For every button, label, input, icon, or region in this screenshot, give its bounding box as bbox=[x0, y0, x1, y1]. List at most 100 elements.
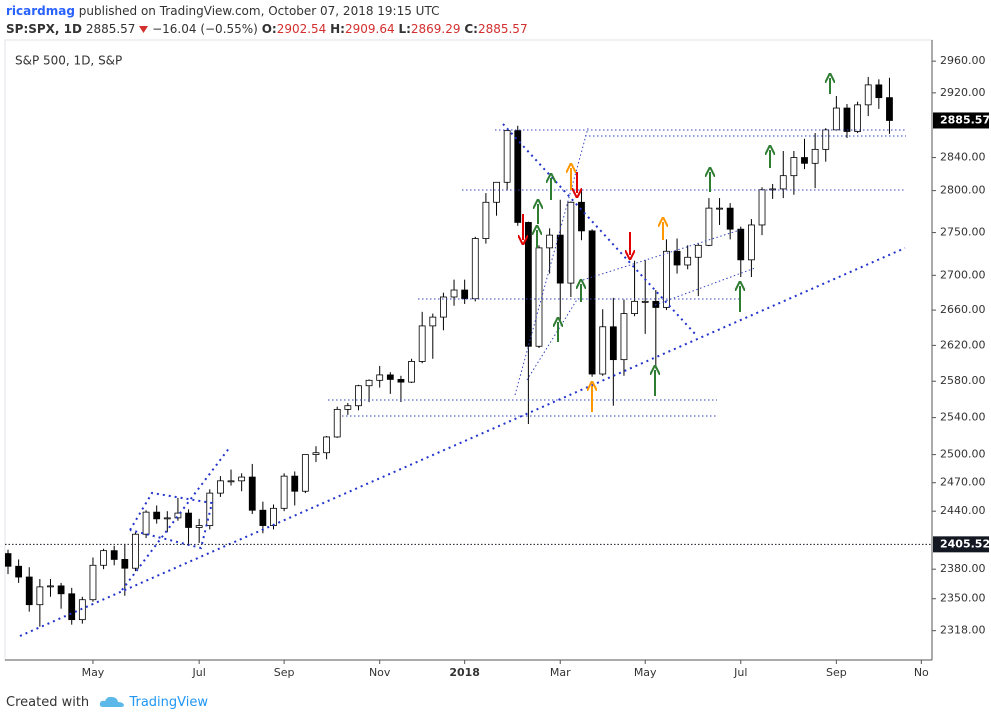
candle-body bbox=[25, 576, 33, 606]
candle-body bbox=[36, 586, 44, 606]
channel bbox=[526, 297, 579, 381]
candle-body bbox=[323, 436, 331, 454]
channel bbox=[654, 267, 756, 306]
candle-body bbox=[47, 585, 54, 588]
y-tick-label: 2920.00 bbox=[940, 86, 986, 99]
x-tick-label: Sep bbox=[274, 666, 295, 679]
c-label: C: bbox=[464, 22, 478, 36]
candle-body bbox=[599, 326, 607, 375]
candle-body bbox=[301, 454, 309, 492]
candle-body bbox=[726, 207, 734, 230]
candle-body bbox=[801, 157, 808, 164]
candle-body bbox=[556, 234, 564, 284]
h-label: H: bbox=[330, 22, 345, 36]
header-line: ricardmag published on TradingView.com, … bbox=[6, 4, 439, 18]
price-label: 2405.52 bbox=[940, 537, 990, 550]
candle-body bbox=[450, 289, 458, 298]
x-tick-label: No bbox=[914, 666, 929, 679]
candle-body bbox=[344, 405, 352, 410]
candle-body bbox=[737, 228, 745, 261]
x-tick-label: Sep bbox=[826, 666, 847, 679]
candle-body bbox=[429, 316, 437, 327]
candle-body bbox=[153, 511, 161, 520]
x-tick-label: Jul bbox=[733, 666, 747, 679]
published: published on TradingView.com, October 07… bbox=[78, 4, 440, 18]
x-tick-label: Mar bbox=[550, 666, 571, 679]
candle-body bbox=[142, 511, 150, 535]
candle-body bbox=[121, 559, 129, 569]
candle-body bbox=[185, 512, 192, 528]
candle-body bbox=[248, 476, 256, 511]
chart: S&P 500, 1D, S&P 2318.00 2350.00 2380.00 24… bbox=[4, 39, 990, 679]
candle-body bbox=[408, 361, 415, 383]
candle-body bbox=[132, 533, 139, 569]
drawings bbox=[19, 123, 906, 637]
footer: Created with TradingView bbox=[6, 694, 208, 710]
channel bbox=[582, 229, 741, 281]
candle-body bbox=[100, 550, 107, 566]
candle-body bbox=[471, 238, 479, 300]
candle-body bbox=[227, 480, 235, 483]
trendline bbox=[19, 247, 906, 637]
candle-body bbox=[811, 148, 819, 164]
y-tick-label: 2800.00 bbox=[940, 184, 986, 197]
brand[interactable]: TradingView bbox=[129, 695, 208, 710]
candle-body bbox=[386, 374, 394, 380]
low: 2869.29 bbox=[410, 22, 461, 36]
candle-body bbox=[694, 244, 702, 258]
down-icon bbox=[139, 26, 149, 33]
candle-body bbox=[57, 585, 65, 595]
candle-body bbox=[663, 250, 670, 308]
y-tick-label: 2620.00 bbox=[940, 338, 986, 351]
candle-body bbox=[684, 256, 692, 266]
candle-body bbox=[440, 296, 447, 318]
candle-body bbox=[312, 452, 320, 455]
y-tick-label: 2350.00 bbox=[940, 592, 986, 605]
logo bbox=[100, 696, 125, 707]
chart-title: S&P 500, 1D, S&P bbox=[15, 54, 122, 68]
candle-body bbox=[482, 201, 490, 239]
x-tick-label: 2018 bbox=[449, 666, 480, 679]
y-tick-label: 2840.00 bbox=[940, 151, 986, 164]
price-label-bg bbox=[933, 536, 989, 553]
y-tick-label: 2660.00 bbox=[940, 303, 986, 316]
candle-body bbox=[535, 247, 543, 347]
symbol: SP:SPX, 1D bbox=[6, 22, 82, 36]
candle-body bbox=[886, 97, 893, 121]
candle-body bbox=[864, 84, 872, 106]
candle-body bbox=[461, 289, 469, 300]
x-tick-label: Nov bbox=[369, 666, 391, 679]
candle-body bbox=[68, 593, 76, 621]
high: 2909.64 bbox=[344, 22, 395, 36]
open: 2902.54 bbox=[276, 22, 327, 36]
symbol-line: SP:SPX, 1D 2885.57 −16.04 (−0.55%) O:290… bbox=[6, 22, 528, 36]
y-tick-label: 2580.00 bbox=[940, 374, 986, 387]
candle-body bbox=[333, 408, 341, 438]
created: Created with bbox=[6, 695, 90, 710]
y-tick-label: 2380.00 bbox=[940, 562, 986, 575]
candles bbox=[5, 76, 893, 627]
y-tick-label: 2318.00 bbox=[940, 624, 986, 637]
last-price-label: 2885.57 bbox=[940, 113, 990, 126]
candle-body bbox=[854, 104, 861, 132]
candle-body bbox=[195, 525, 203, 528]
plot-frame bbox=[4, 39, 933, 661]
candle-body bbox=[270, 507, 277, 526]
author[interactable]: ricardmag bbox=[6, 4, 75, 18]
close: 2885.57 bbox=[477, 22, 528, 36]
candle-body bbox=[578, 201, 585, 232]
candle-body bbox=[843, 107, 851, 132]
candle-body bbox=[673, 250, 681, 266]
candle-body bbox=[174, 512, 182, 519]
candle-body bbox=[524, 222, 532, 347]
candle-body bbox=[110, 550, 118, 560]
candle-body bbox=[832, 107, 840, 131]
last: 2885.57 bbox=[85, 22, 136, 36]
candle-body bbox=[769, 188, 777, 191]
candle-body bbox=[418, 325, 426, 362]
candle-body bbox=[376, 374, 384, 381]
candle-body bbox=[493, 181, 500, 203]
candle-body bbox=[758, 189, 766, 226]
candle-body bbox=[238, 476, 246, 482]
